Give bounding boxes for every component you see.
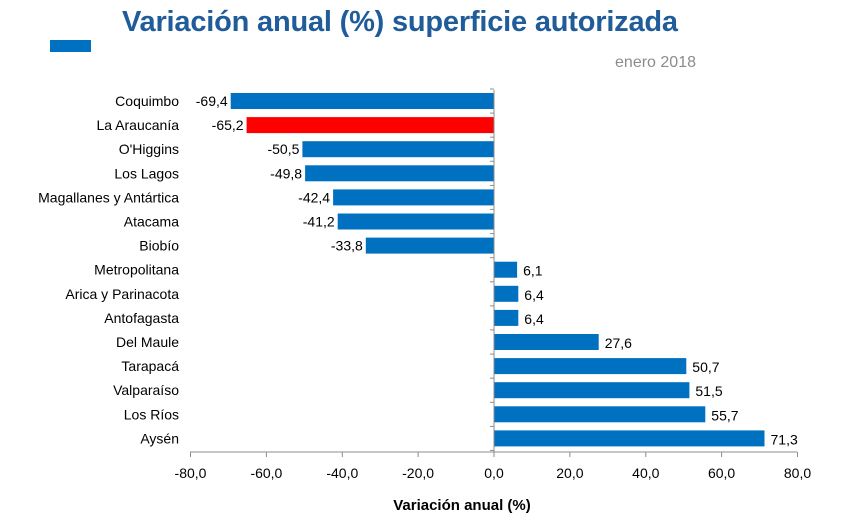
x-tick-label-6: 40,0: [632, 465, 659, 481]
bar-1: [246, 117, 494, 134]
bar-2: [302, 141, 494, 158]
category-label-3: Los Lagos: [114, 165, 179, 181]
value-label-7: 6,1: [523, 263, 543, 279]
bar-6: [365, 237, 494, 254]
x-axis-title: Variación anual (%): [393, 497, 531, 514]
value-label-3: -49,8: [270, 165, 302, 181]
bar-8: [494, 285, 519, 302]
value-label-9: 6,4: [524, 311, 544, 327]
category-label-1: La Araucanía: [96, 117, 179, 133]
value-label-10: 27,6: [605, 335, 632, 351]
value-label-4: -42,4: [298, 189, 330, 205]
category-label-12: Valparaíso: [113, 382, 179, 398]
value-label-1: -65,2: [212, 117, 244, 133]
chart-subtitle: enero 2018: [615, 54, 696, 71]
x-tick-label-7: 60,0: [708, 465, 735, 481]
category-label-9: Antofagasta: [104, 310, 179, 326]
category-label-14: Aysén: [140, 430, 179, 446]
x-tick-label-0: -80,0: [175, 465, 207, 481]
bar-3: [305, 165, 494, 182]
x-tick-label-4: 0,0: [484, 465, 504, 481]
value-label-14: 71,3: [771, 431, 798, 447]
value-label-5: -41,2: [303, 214, 335, 230]
category-label-11: Tarapacá: [121, 358, 179, 374]
category-label-5: Atacama: [124, 214, 179, 230]
category-label-2: O'Higgins: [119, 141, 179, 157]
x-tick-label-8: 80,0: [784, 465, 811, 481]
x-tick-label-2: -40,0: [326, 465, 358, 481]
category-label-13: Los Ríos: [124, 406, 179, 422]
category-label-0: Coquimbo: [115, 93, 179, 109]
value-label-11: 50,7: [692, 359, 719, 375]
bar-9: [494, 309, 519, 326]
bar-4: [333, 189, 494, 206]
bar-0: [230, 93, 494, 109]
bar-7: [494, 261, 518, 278]
bar-5: [337, 213, 494, 230]
title-accent-bar: [50, 40, 91, 52]
value-label-13: 55,7: [711, 407, 738, 423]
value-label-2: -50,5: [267, 141, 299, 157]
bar-13: [494, 406, 706, 423]
category-label-4: Magallanes y Antártica: [38, 189, 179, 205]
category-label-6: Biobío: [139, 238, 179, 254]
x-tick-label-5: 20,0: [556, 465, 583, 481]
value-label-8: 6,4: [524, 287, 544, 303]
axes-layer: [190, 88, 798, 457]
chart-title: Variación anual (%) superficie autorizad…: [122, 6, 678, 38]
x-tick-labels: -80,0 -60,0 -40,0 -20,0 0,0 20,0 40,0 60,0 80,0: [175, 465, 812, 481]
bar-12: [494, 382, 690, 399]
category-label-7: Metropolitana: [94, 262, 179, 278]
value-label-0: -69,4: [196, 93, 228, 109]
category-label-10: Del Maule: [116, 334, 179, 350]
bar-14: [494, 430, 765, 447]
value-label-6: -33,8: [331, 238, 363, 254]
category-labels: Coquimbo La Araucanía O'Higgins Los Lagos Ma…: [38, 93, 179, 446]
bar-11: [494, 358, 687, 375]
value-label-12: 51,5: [695, 383, 722, 399]
value-labels: -69,4 -65,2 -50,5 -49,8 -42,4 -41,2 -33,8 6,1 6,…: [196, 93, 798, 447]
category-label-8: Arica y Parinacota: [65, 286, 179, 302]
x-tick-label-3: -20,0: [402, 465, 434, 481]
x-tick-label-1: -60,0: [250, 465, 282, 481]
bars-layer: [230, 93, 765, 447]
bar-10: [494, 334, 599, 350]
